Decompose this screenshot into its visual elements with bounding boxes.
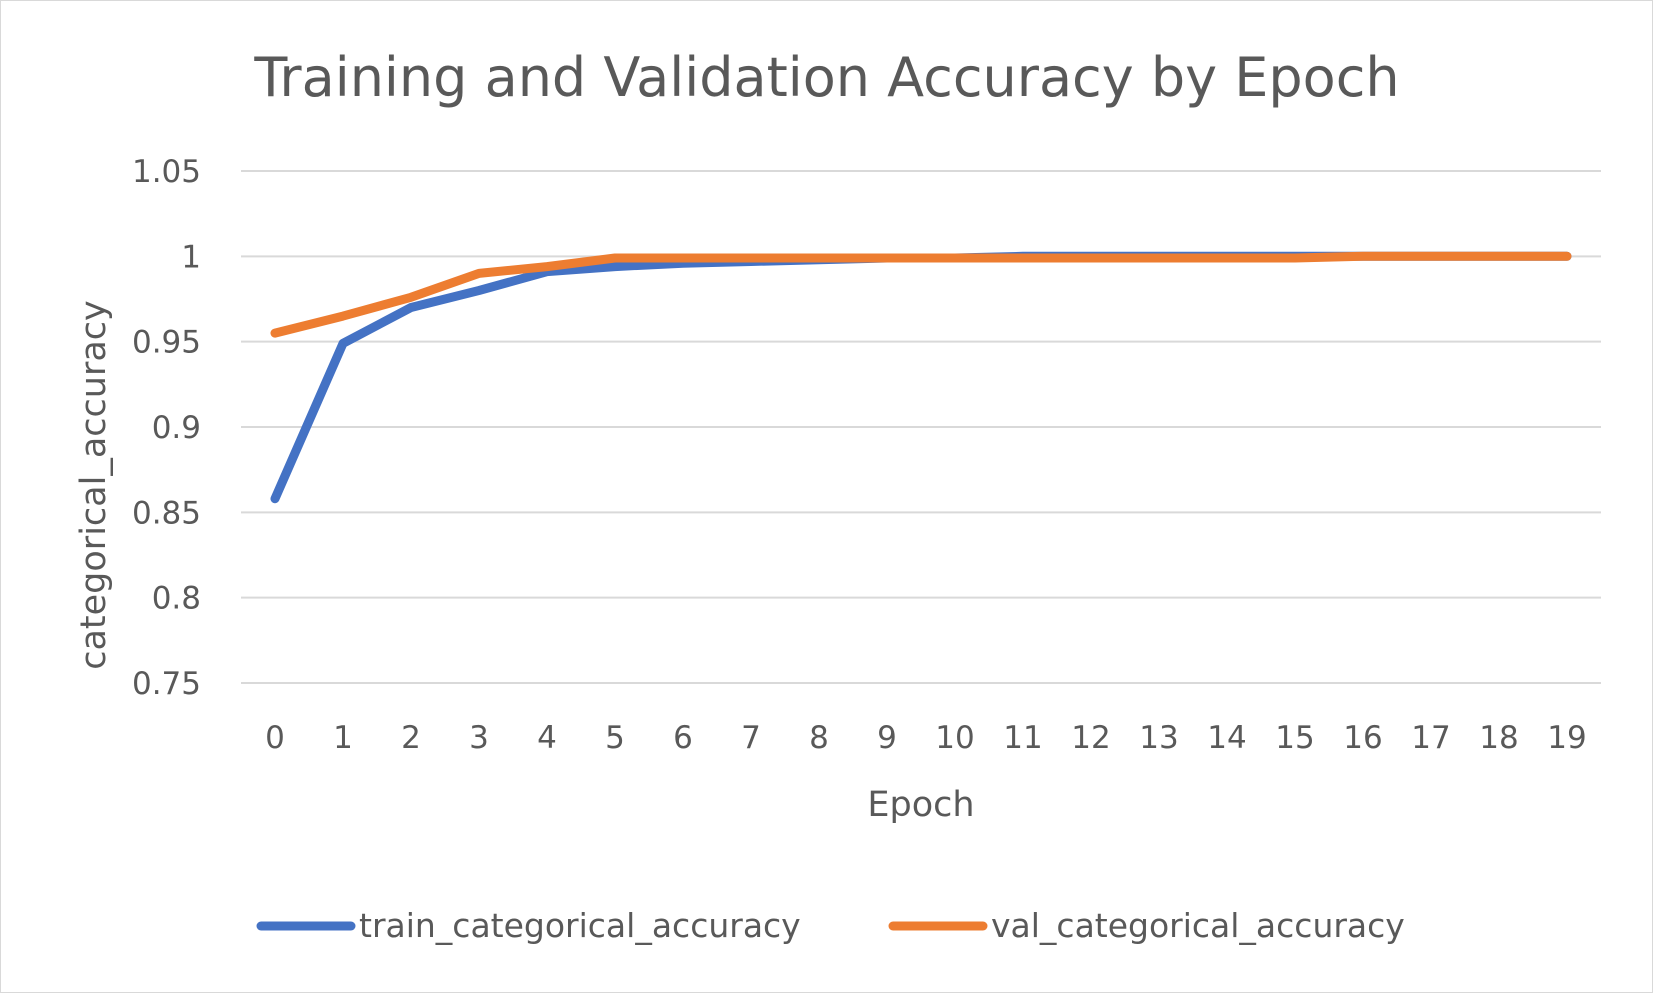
series-line-val_categorical_accuracy — [270, 251, 1572, 338]
chart-title: Training and Validation Accuracy by Epoc… — [253, 46, 1399, 109]
legend-label: val_categorical_accuracy — [991, 906, 1405, 945]
x-tick-label: 11 — [1003, 720, 1042, 756]
y-tick-label: 0.75 — [132, 666, 201, 702]
y-tick-label: 1.05 — [132, 154, 201, 190]
x-tick-label: 6 — [673, 720, 693, 756]
x-tick-label: 3 — [469, 720, 489, 756]
x-tick-label: 2 — [401, 720, 421, 756]
series-line-train_categorical_accuracy — [270, 251, 1572, 504]
x-tick-label: 1 — [333, 720, 353, 756]
x-tick-label: 17 — [1411, 720, 1450, 756]
y-tick-label: 0.85 — [132, 495, 201, 531]
x-tick-label: 9 — [877, 720, 897, 756]
x-tick-label: 18 — [1479, 720, 1518, 756]
x-axis-label: Epoch — [867, 785, 974, 825]
legend: train_categorical_accuracy val_categorica… — [256, 906, 1405, 945]
y-axis-ticks: 1.05 1 0.95 0.9 0.85 0.8 0.75 — [132, 154, 201, 702]
x-tick-label: 12 — [1071, 720, 1110, 756]
x-tick-label: 19 — [1547, 720, 1586, 756]
x-tick-label: 15 — [1275, 720, 1314, 756]
y-tick-label: 0.8 — [152, 581, 201, 617]
x-tick-label: 8 — [809, 720, 829, 756]
x-tick-label: 16 — [1343, 720, 1382, 756]
x-tick-label: 5 — [605, 720, 625, 756]
x-tick-label: 14 — [1207, 720, 1246, 756]
series-lines — [270, 251, 1572, 504]
gridlines — [241, 170, 1601, 684]
y-axis-label: categorical_accuracy — [74, 300, 114, 670]
x-axis-ticks: 0 1 2 3 4 5 6 7 8 9 10 11 12 13 14 15 16 17 18 19 — [265, 720, 1587, 756]
legend-label: train_categorical_accuracy — [359, 906, 801, 945]
y-tick-label: 0.95 — [132, 325, 201, 361]
x-tick-label: 0 — [265, 720, 285, 756]
y-tick-label: 1 — [181, 239, 201, 275]
x-tick-label: 4 — [537, 720, 557, 756]
x-tick-label: 13 — [1139, 720, 1178, 756]
x-tick-label: 10 — [935, 720, 974, 756]
x-tick-label: 7 — [741, 720, 761, 756]
y-tick-label: 0.9 — [152, 410, 201, 446]
